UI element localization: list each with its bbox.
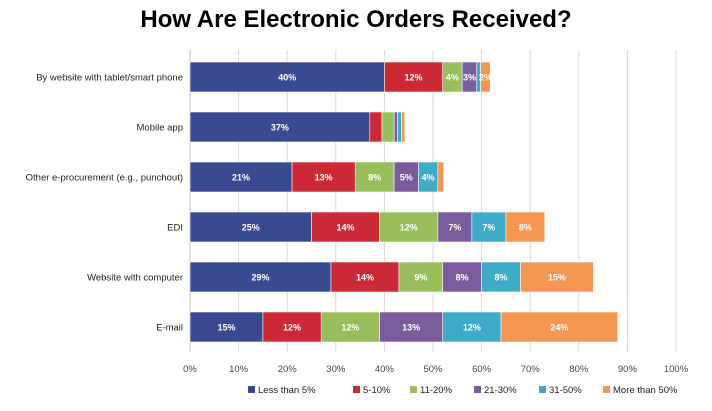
bar-data-label: 8% (495, 273, 508, 283)
bar-data-label: 9% (414, 273, 427, 283)
bar-data-label: 12% (400, 223, 418, 233)
category-label: Website with computer (87, 273, 183, 284)
x-tick-label: 90% (618, 364, 638, 375)
legend: Less than 5% 5-10% 11-20% 21-30% 31-50% More … (248, 385, 678, 396)
legend-label: 31-50% (549, 385, 582, 396)
category-labels: By website with tablet/smart phone Mobile… (26, 73, 183, 334)
x-tick-label: 60% (472, 364, 492, 375)
bar-segment (471, 211, 507, 243)
bar-segment (500, 311, 618, 343)
category-label: EDI (167, 223, 183, 234)
legend-label: Less than 5% (258, 385, 316, 396)
bar-data-label: 8% (519, 223, 532, 233)
bar-data-label: 25% (242, 223, 260, 233)
x-tick-label: 0% (183, 364, 197, 375)
bar-segment (189, 261, 332, 293)
bar-segment (401, 111, 406, 143)
legend-swatch (603, 386, 610, 393)
bar-segment (520, 261, 594, 293)
bar-segment (437, 161, 444, 193)
bar-segment (379, 211, 439, 243)
bar-data-label: 37% (271, 123, 289, 133)
bar-data-label: 5% (400, 173, 413, 183)
bar-data-label: 13% (315, 173, 333, 183)
bar-segment (369, 111, 383, 143)
bar-data-label: 14% (356, 273, 374, 283)
category-label: E-mail (156, 323, 183, 334)
x-tick-label: 40% (375, 364, 395, 375)
bar-data-label: 12% (405, 73, 423, 83)
bar-data-label: 8% (456, 273, 469, 283)
bar-data-label: 3% (463, 73, 476, 83)
x-tick-label: 30% (326, 364, 346, 375)
bar-segment (379, 311, 444, 343)
bar-segment (311, 211, 380, 243)
bar-data-label: 14% (337, 223, 355, 233)
x-tick-label: 50% (423, 364, 443, 375)
bar-data-label: 12% (341, 323, 359, 333)
legend-swatch (410, 386, 417, 393)
legend-swatch (248, 386, 255, 393)
category-label: By website with tablet/smart phone (36, 73, 183, 84)
category-label: Other e-procurement (e.g., punchout) (26, 173, 183, 184)
bar-data-label: 15% (548, 273, 566, 283)
bar-segment (189, 311, 264, 343)
bar-data-label: 4% (422, 173, 435, 183)
bar-data-label: 2% (479, 73, 492, 83)
bar-data-label: 7% (482, 223, 495, 233)
bar-segment (442, 311, 502, 343)
bar-segment (189, 111, 371, 143)
x-axis-tick-labels: 0% 10% 20% 30% 40% 50% 60% 70% 80% 90% 100% (183, 364, 689, 375)
bar-segment (354, 161, 395, 193)
bar-segment (505, 211, 546, 243)
bar-segment (393, 161, 419, 193)
legend-swatch (474, 386, 481, 393)
bar-segment (320, 311, 380, 343)
x-tick-label: 100% (664, 364, 689, 375)
x-tick-label: 70% (521, 364, 541, 375)
bar-data-label: 7% (448, 223, 461, 233)
bar-data-label: 12% (463, 323, 481, 333)
bar-segment (397, 111, 402, 143)
bar-segment (291, 161, 356, 193)
chart-title: How Are Electronic Orders Received? (140, 6, 572, 33)
bar-data-label: 15% (217, 323, 235, 333)
bar-segment (262, 311, 322, 343)
category-label: Mobile app (137, 123, 183, 134)
bar-segment (437, 211, 473, 243)
bar-data-label: 12% (283, 323, 301, 333)
bars: 40% 12% 4% 3% 2% 37% 21% 13% 8% 5% 4% 25% 14% 12% 7% 7%… (189, 61, 618, 343)
x-tick-label: 10% (229, 364, 249, 375)
bar-data-label: 29% (251, 273, 269, 283)
bar-segment (330, 261, 400, 293)
bar-segment (189, 161, 293, 193)
legend-swatch (353, 386, 360, 393)
grid-lines (189, 50, 677, 352)
legend-label: 11-20% (420, 385, 453, 396)
legend-label: 21-30% (484, 385, 517, 396)
bar-data-label: 24% (550, 323, 568, 333)
bar-segment (393, 111, 398, 143)
bar-data-label: 21% (232, 173, 250, 183)
bar-data-label: 13% (402, 323, 420, 333)
legend-label: 5-10% (363, 385, 391, 396)
bar-data-label: 8% (368, 173, 381, 183)
bar-segment (481, 261, 521, 293)
bar-segment (442, 261, 482, 293)
legend-label: More than 50% (613, 385, 678, 396)
bar-data-label: 40% (278, 73, 296, 83)
x-tick-label: 80% (569, 364, 589, 375)
x-tick-label: 20% (278, 364, 298, 375)
legend-swatch (539, 386, 546, 393)
bar-data-label: 4% (446, 73, 459, 83)
bar-segment (480, 61, 491, 93)
bar-segment (381, 111, 395, 143)
